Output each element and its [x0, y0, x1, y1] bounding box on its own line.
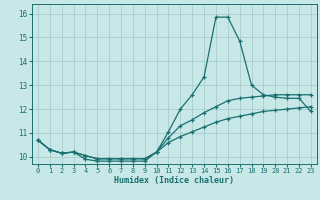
X-axis label: Humidex (Indice chaleur): Humidex (Indice chaleur) [115, 176, 234, 185]
